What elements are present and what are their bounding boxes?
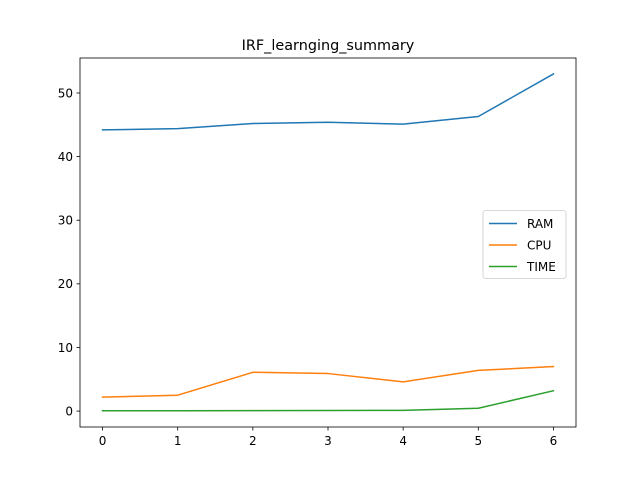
y-tick-label: 20 (58, 277, 73, 291)
x-tick-label: 2 (249, 434, 257, 448)
series-line-time (101, 389, 555, 412)
x-tick-label: 3 (324, 434, 332, 448)
series-lines (101, 72, 555, 412)
y-tick-label: 40 (58, 150, 73, 164)
axes: 0 1 2 3 4 5 6 0 10 20 30 40 50 (58, 57, 577, 448)
x-tick-label: 6 (550, 434, 558, 448)
chart-title: IRF_learnging_summary (242, 38, 415, 54)
series-line-cpu (101, 365, 555, 398)
x-tick-label: 1 (174, 434, 182, 448)
legend: RAM CPU TIME (482, 210, 567, 279)
x-tick-label: 4 (399, 434, 407, 448)
y-tick-label: 0 (65, 404, 73, 418)
legend-label-ram: RAM (527, 217, 553, 231)
y-tick-label: 30 (58, 214, 73, 228)
series-line-ram (101, 72, 555, 131)
legend-label-time: TIME (526, 260, 556, 274)
x-tick-label: 5 (474, 434, 482, 448)
y-tick-label: 10 (58, 341, 73, 355)
y-tick-label: 50 (58, 86, 73, 100)
x-tick-label: 0 (99, 434, 107, 448)
legend-label-cpu: CPU (527, 238, 551, 252)
legend-box (482, 210, 567, 279)
